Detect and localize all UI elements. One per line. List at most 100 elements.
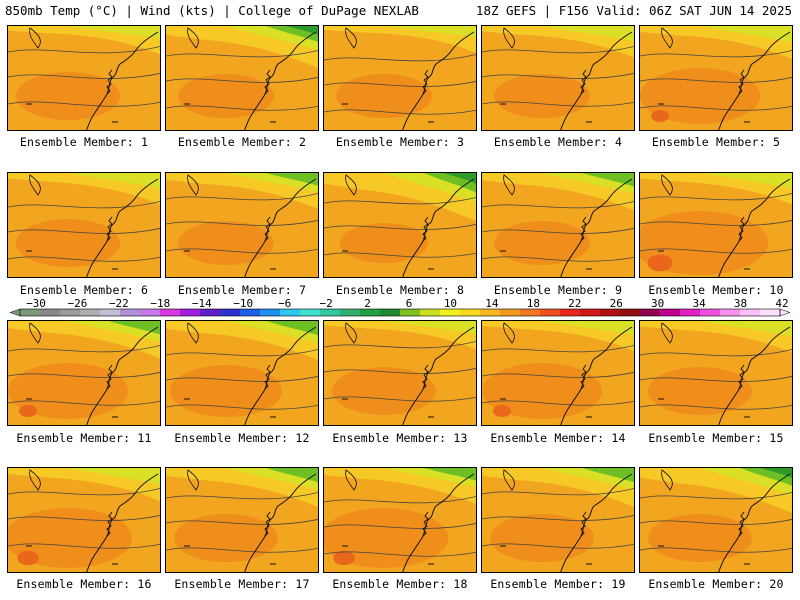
colorbar-segment	[480, 309, 501, 316]
colorbar-tick-label: −22	[109, 297, 129, 310]
ensemble-member-label: Ensemble Member: 17	[174, 577, 310, 591]
ensemble-member-label: Ensemble Member: 14	[490, 431, 626, 445]
colorbar-segment	[420, 309, 441, 316]
temperature-map	[166, 173, 318, 277]
ensemble-member-label: Ensemble Member: 16	[16, 577, 152, 591]
colorbar-segment	[20, 309, 41, 316]
colorbar-tick-label: 42	[775, 297, 788, 310]
colorbar-segment	[200, 309, 221, 316]
ensemble-member-label: Ensemble Member: 15	[648, 431, 784, 445]
ensemble-map-panel	[165, 25, 319, 131]
colorbar-segment	[180, 309, 201, 316]
ensemble-member-label: Ensemble Member: 4	[493, 135, 623, 149]
colorbar-segment	[40, 309, 61, 316]
colorbar-segment	[460, 309, 481, 316]
colorbar-segment	[620, 309, 641, 316]
ensemble-member-label: Ensemble Member: 19	[490, 577, 626, 591]
ensemble-member-label: Ensemble Member: 10	[648, 283, 784, 297]
colorbar-tick-label: −14	[192, 297, 212, 310]
colorbar-segment	[700, 309, 721, 316]
ensemble-member-label: Ensemble Member: 9	[493, 283, 623, 297]
ensemble-member-label: Ensemble Member: 8	[335, 283, 465, 297]
colorbar-segment	[80, 309, 101, 316]
ensemble-map-panel	[639, 25, 793, 131]
colorbar-tick-label: 18	[527, 297, 540, 310]
temperature-colorbar: −30 −26 −22 −18 −14 −10 −6 −2 2 6 10 14 18 22 26 30 34 38…	[10, 297, 790, 317]
colorbar-tick-label: −2	[319, 297, 332, 310]
ensemble-map-panel	[481, 320, 635, 426]
temperature-map	[8, 468, 160, 572]
colorbar-segment	[380, 309, 401, 316]
temperature-map	[8, 321, 160, 425]
colorbar-segment	[160, 309, 181, 316]
colorbar-tick-label: 38	[734, 297, 747, 310]
colorbar-segment	[60, 309, 81, 316]
colorbar-segment	[540, 309, 561, 316]
ensemble-member-label: Ensemble Member: 11	[16, 431, 152, 445]
colorbar-segment	[140, 309, 161, 316]
colorbar-segment	[280, 309, 301, 316]
colorbar-tick-label: 30	[651, 297, 664, 310]
colorbar-segment	[560, 309, 581, 316]
ensemble-map-panel	[639, 320, 793, 426]
temperature-map	[166, 321, 318, 425]
ensemble-map-panel	[323, 320, 477, 426]
colorbar-segment	[100, 309, 121, 316]
colorbar-segment	[240, 309, 261, 316]
ensemble-map-panel	[165, 467, 319, 573]
temperature-map	[166, 468, 318, 572]
colorbar-tick-label: 6	[406, 297, 413, 310]
ensemble-member-label: Ensemble Member: 20	[648, 577, 784, 591]
colorbar-segment	[300, 309, 321, 316]
ensemble-map-panel	[481, 467, 635, 573]
colorbar-segment	[640, 309, 661, 316]
colorbar-segment	[320, 309, 341, 316]
ensemble-map-panel	[323, 467, 477, 573]
temperature-map	[482, 26, 634, 130]
ensemble-member-label: Ensemble Member: 13	[332, 431, 468, 445]
colorbar-segment	[220, 309, 241, 316]
ensemble-map-panel	[481, 25, 635, 131]
ensemble-map-panel	[639, 467, 793, 573]
ensemble-member-label: Ensemble Member: 6	[19, 283, 149, 297]
ensemble-map-panel	[323, 172, 477, 278]
colorbar-tick-label: 26	[610, 297, 623, 310]
temperature-map	[324, 468, 476, 572]
ensemble-member-label: Ensemble Member: 18	[332, 577, 468, 591]
ensemble-map-panel	[481, 172, 635, 278]
ensemble-map-panel	[7, 172, 161, 278]
temperature-map	[482, 321, 634, 425]
ensemble-map-panel	[165, 172, 319, 278]
temperature-map	[324, 321, 476, 425]
temperature-map	[324, 173, 476, 277]
colorbar-segment	[760, 309, 781, 316]
colorbar-segment	[520, 309, 541, 316]
ensemble-map-panel	[7, 467, 161, 573]
ensemble-map-panel	[165, 320, 319, 426]
ensemble-member-label: Ensemble Member: 5	[651, 135, 781, 149]
colorbar-segment	[740, 309, 761, 316]
temperature-map	[640, 26, 792, 130]
ensemble-member-label: Ensemble Member: 1	[19, 135, 149, 149]
colorbar-tick-label: 34	[692, 297, 706, 310]
colorbar-segment	[400, 309, 421, 316]
ensemble-map-panel	[323, 25, 477, 131]
temperature-map	[8, 26, 160, 130]
valid-time: 18Z GEFS | F156 Valid: 06Z SAT JUN 14 20…	[475, 3, 792, 18]
colorbar-tick-label: −6	[278, 297, 291, 310]
ensemble-map-panel	[7, 320, 161, 426]
ensemble-member-label: Ensemble Member: 3	[335, 135, 465, 149]
colorbar-segment	[360, 309, 381, 316]
colorbar-tick-label: −26	[68, 297, 88, 310]
colorbar-segment	[120, 309, 141, 316]
colorbar-segment	[340, 309, 361, 316]
ensemble-member-label: Ensemble Member: 12	[174, 431, 310, 445]
colorbar-segment	[500, 309, 521, 316]
colorbar-segment	[660, 309, 681, 316]
temperature-map	[166, 26, 318, 130]
temperature-map	[8, 173, 160, 277]
temperature-map	[482, 468, 634, 572]
colorbar-tick-label: 10	[444, 297, 457, 310]
temperature-map	[324, 26, 476, 130]
colorbar-min-arrow	[10, 308, 21, 317]
